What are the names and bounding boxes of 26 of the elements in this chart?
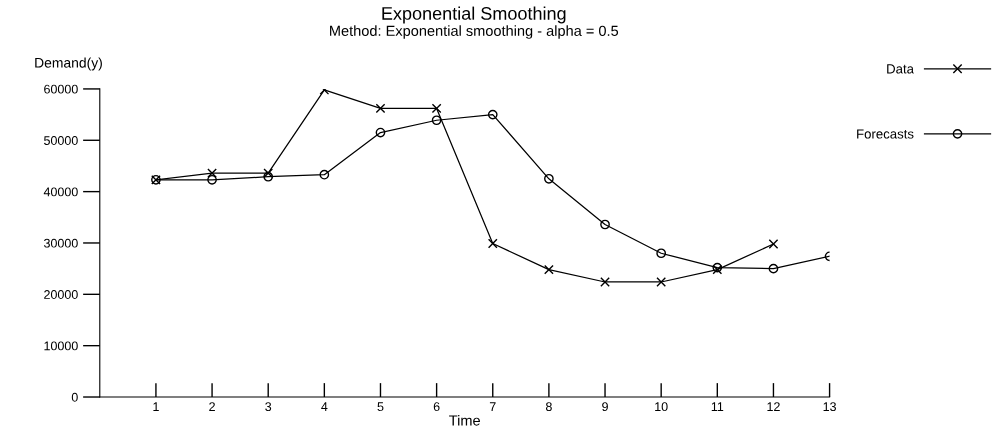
x-tick-label: 7 xyxy=(489,402,496,411)
y-tick-label: 60000 xyxy=(44,84,78,94)
y-tick-label: 30000 xyxy=(43,238,78,248)
y-tick-label: 20000 xyxy=(44,290,78,299)
x-tick-label: 9 xyxy=(602,402,608,412)
x-tick-label: 8 xyxy=(545,402,552,412)
x-tick-label: 12 xyxy=(767,402,780,411)
chart-subtitle: Method: Exponential smoothing - alpha = 0.5 xyxy=(330,25,619,39)
x-tick-label: 13 xyxy=(823,402,836,412)
x-tick-label: 10 xyxy=(655,402,668,412)
text: Data xyxy=(887,64,914,74)
x-tick-label: 3 xyxy=(265,402,272,412)
y-axis-title: Demand(y) xyxy=(35,57,102,71)
x-tick-label: 1 xyxy=(153,402,159,411)
x-axis-title: Time xyxy=(449,414,480,426)
chart-title: Exponential Smoothing xyxy=(382,6,566,24)
x-tick-label: 2 xyxy=(209,402,215,411)
x-tick-label: 5 xyxy=(377,402,384,412)
text: Forecasts xyxy=(857,129,914,139)
x-tick-label: 6 xyxy=(433,402,440,412)
y-tick-label: 0 xyxy=(71,392,78,402)
y-tick-label: 40000 xyxy=(43,187,78,197)
y-tick-label: 50000 xyxy=(44,136,78,145)
x-tick-label: 4 xyxy=(321,402,328,411)
y-tick-label: 10000 xyxy=(44,341,78,351)
x-tick-label: 11 xyxy=(711,402,724,411)
